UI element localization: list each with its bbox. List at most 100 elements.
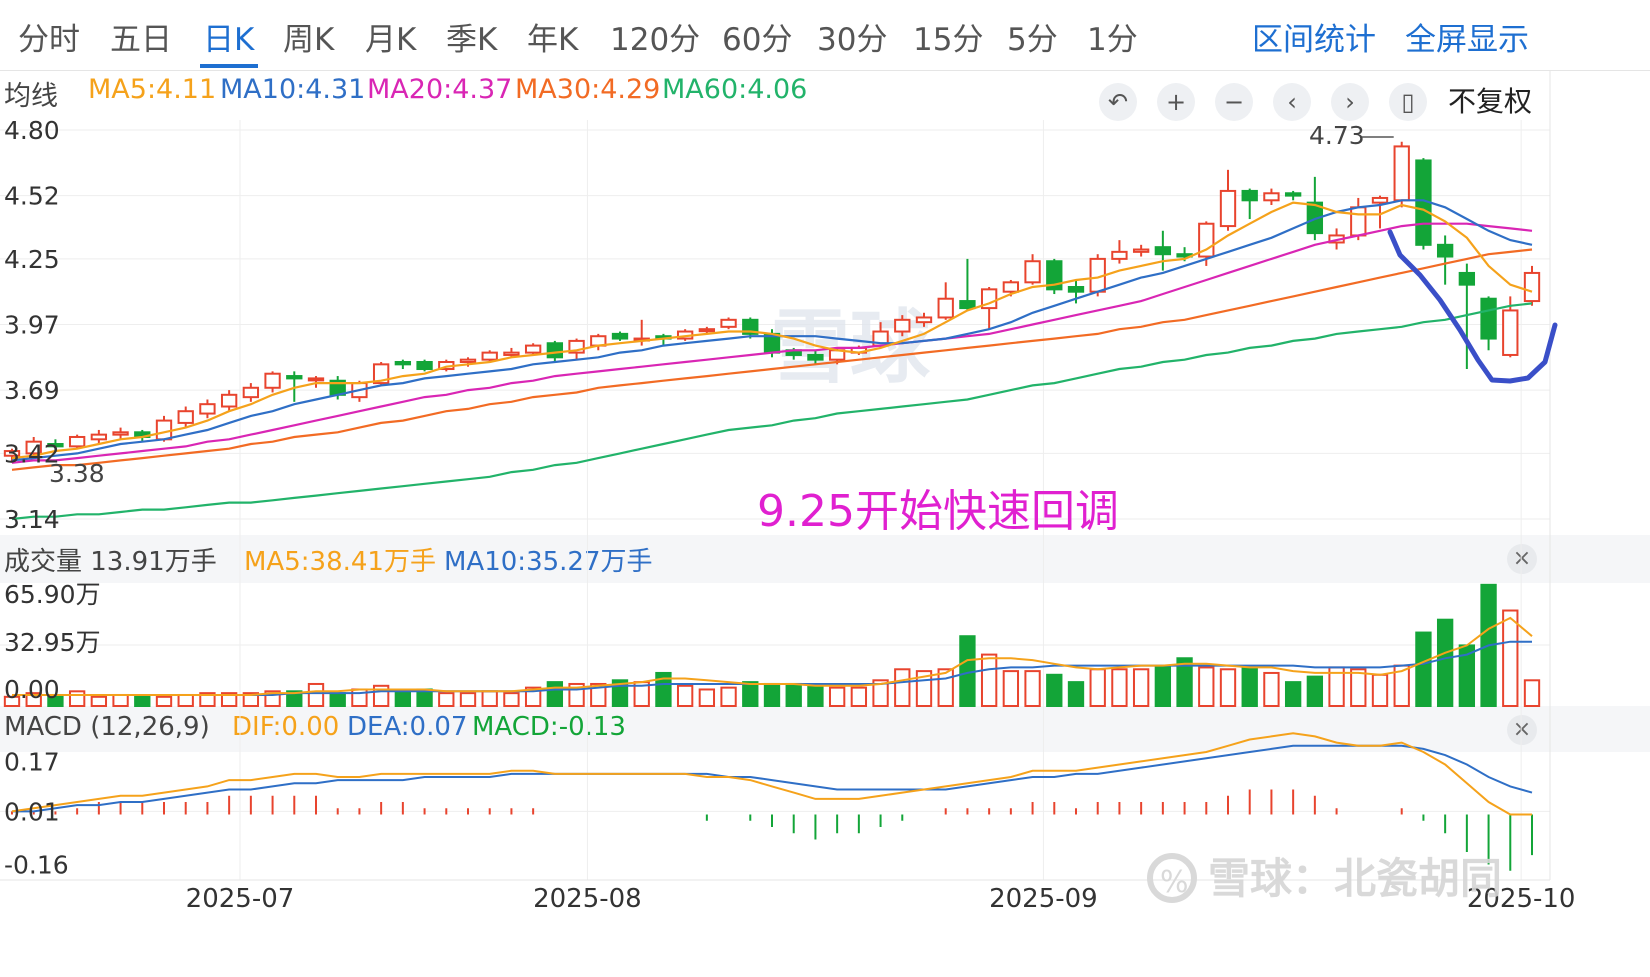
candle-body [1067,286,1085,293]
volume-bar [828,686,846,708]
volume-bar [459,692,477,708]
volume-bar [1198,666,1215,708]
candle-body [1284,192,1302,197]
volume-bar [1523,679,1541,707]
volume-bar [1350,668,1367,708]
zoom-in-icon[interactable]: + [1157,83,1195,121]
volume-bar [394,690,412,708]
tab-30min[interactable]: 30分 [817,22,888,58]
ma5-line [11,201,1533,460]
volume-tick-label: 32.95万 [4,628,101,657]
candle-body [915,316,933,324]
candle-body [720,318,737,328]
ma20-line [11,222,1533,464]
candle-body [481,351,498,361]
candle-body [394,360,412,366]
adjust-select[interactable]: 不复权 [1448,85,1533,118]
tab-15min[interactable]: 15分 [913,22,984,58]
volume-bar [242,692,260,708]
volume-bar [177,693,194,708]
tab-quarterly-k[interactable]: 季K [446,22,498,58]
price-tick-label: 3.97 [4,311,60,340]
volume-bar [1176,657,1193,707]
volume-close-icon[interactable]: × [1507,544,1537,574]
pan-right-icon[interactable]: › [1331,83,1369,121]
volume-bar [503,692,520,708]
fullscreen-link[interactable]: 全屏显示 [1405,22,1529,58]
candle-body [1480,297,1497,340]
candle-body [1111,250,1128,260]
volume-bar [546,681,564,707]
candle-body [1393,145,1410,202]
volume-bar [112,693,129,708]
volume-bar [438,692,455,708]
volume-bar [1111,668,1128,708]
volume-bar [90,695,108,707]
volume-bar [1046,673,1063,707]
candle-body [698,328,716,333]
tab-60min[interactable]: 60分 [722,22,793,58]
zoom-out-icon[interactable]: − [1215,83,1253,121]
volume-tick-label: 65.90万 [4,580,101,609]
ma10-line [11,199,1533,462]
volume-bar [1436,618,1454,707]
macd-dea-legend: DEA:0.07 [347,712,468,742]
pan-left-icon[interactable]: ‹ [1273,83,1311,121]
volume-ma5-legend: MA5:38.41万手 [244,547,436,577]
candle-body [1458,271,1476,286]
candle-body [155,419,173,441]
active-tab-underline [200,64,258,68]
tab-weekly-k[interactable]: 周K [283,22,335,58]
volume-bar [199,692,216,708]
volume-bar [655,671,672,708]
macd-close-icon[interactable]: × [1507,715,1537,745]
date-tick-label: 2025-09 [989,884,1098,914]
tab-intraday[interactable]: 分时 [18,22,80,58]
candle-body [1024,260,1041,284]
candle-style-icon[interactable]: ▯ [1389,83,1427,121]
volume-bar [155,695,173,707]
ma30-legend: MA30:4.29 [515,74,661,105]
candle-body [220,393,238,408]
volume-bar [850,686,868,708]
interval-stats-link[interactable]: 区间统计 [1252,22,1376,58]
volume-bar [68,690,86,708]
tab-five-day[interactable]: 五日 [110,22,172,58]
undo-icon[interactable]: ↶ [1099,83,1137,121]
candle-body [264,372,281,389]
svg-text:%: % [1160,865,1189,900]
tab-120min[interactable]: 120分 [610,22,701,58]
tab-daily-k[interactable]: 日K [203,22,255,58]
candle-body [1263,192,1280,202]
ma60-legend: MA60:4.06 [662,74,808,105]
candle-body [1132,248,1150,253]
tab-5min[interactable]: 5分 [1007,22,1058,58]
watermark-bottom: % 雪球：北瓷胡同 [1147,853,1502,903]
ma-legend-label: 均线 [4,81,58,112]
candle-body [1154,246,1172,256]
volume-bar [1089,668,1106,708]
tab-monthly-k[interactable]: 月K [365,22,417,58]
tab-1min[interactable]: 1分 [1087,22,1138,58]
volume-tick-label: 0.00 [4,675,60,704]
volume-ma10-legend: MA10:35.27万手 [444,547,653,577]
volume-bar [1306,675,1324,707]
candle-body [25,440,42,455]
ma5-legend: MA5:4.11 [88,74,217,105]
candle-body [611,332,629,340]
low-label: 3.38 [49,459,105,488]
candle-body [568,339,585,354]
hand-drawn-curve [1387,229,1558,384]
volume-bar [1263,671,1280,708]
candle-body [3,450,21,457]
tab-yearly-k[interactable]: 年K [527,22,579,58]
candle-body [546,342,564,359]
macd-header [0,706,1650,752]
volume-bar [894,668,911,708]
volume-bar [1284,681,1302,707]
candle-body [807,353,824,361]
volume-bar [307,682,325,707]
watermark-bottom-text: 雪球：北瓷胡同 [1208,854,1502,903]
volume-legend-label: 成交量 13.91万手 [4,547,217,577]
